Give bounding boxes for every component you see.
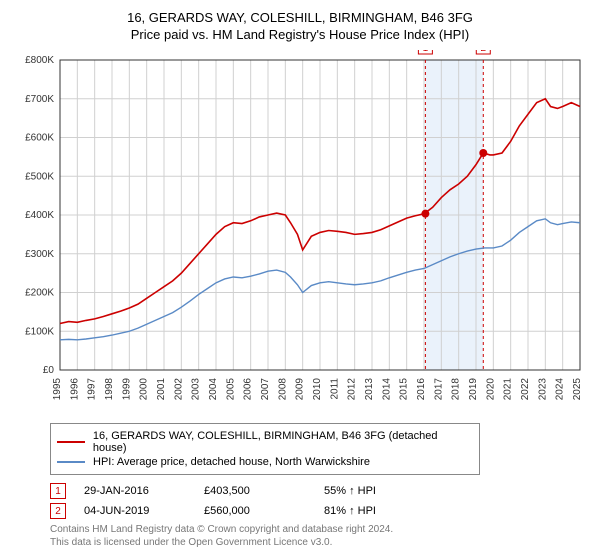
svg-text:2021: 2021 [503,378,514,401]
title-block: 16, GERARDS WAY, COLESHILL, BIRMINGHAM, … [10,10,590,42]
event-price-2: £560,000 [204,505,324,517]
legend-label-hpi: HPI: Average price, detached house, Nort… [93,456,370,468]
svg-text:2022: 2022 [520,378,531,401]
svg-text:2025: 2025 [572,378,583,401]
svg-text:2002: 2002 [173,378,184,401]
chart-svg: £0 £100K £200K £300K £400K £500K £600K £700K £80… [10,50,590,415]
event-badge-2: 2 [50,503,66,519]
svg-text:2: 2 [480,50,486,54]
svg-text:2012: 2012 [347,378,358,401]
svg-text:£400K: £400K [25,210,54,221]
svg-text:2019: 2019 [468,378,479,401]
svg-text:2006: 2006 [243,378,254,401]
event-table: 1 29-JAN-2016 £403,500 55% ↑ HPI 2 04-JU… [50,483,590,519]
svg-text:2015: 2015 [399,378,410,401]
event-date-1: 29-JAN-2016 [84,485,204,497]
svg-text:1997: 1997 [87,378,98,401]
legend: 16, GERARDS WAY, COLESHILL, BIRMINGHAM, … [50,423,480,475]
footnote-line1: Contains HM Land Registry data © Crown c… [50,523,590,536]
svg-text:1999: 1999 [121,378,132,401]
svg-text:2018: 2018 [451,378,462,401]
svg-text:2007: 2007 [260,378,271,401]
svg-text:1998: 1998 [104,378,115,401]
svg-text:2017: 2017 [433,378,444,401]
svg-text:2016: 2016 [416,378,427,401]
event-row-1: 1 29-JAN-2016 £403,500 55% ↑ HPI [50,483,590,499]
svg-text:2005: 2005 [225,378,236,401]
svg-text:1996: 1996 [69,378,80,401]
svg-text:£200K: £200K [25,288,54,299]
svg-text:2013: 2013 [364,378,375,401]
footnote: Contains HM Land Registry data © Crown c… [50,523,590,549]
event-price-1: £403,500 [204,485,324,497]
event-delta-1: 55% ↑ HPI [324,485,444,497]
svg-text:£700K: £700K [25,94,54,105]
svg-text:2010: 2010 [312,378,323,401]
event-row-2: 2 04-JUN-2019 £560,000 81% ↑ HPI [50,503,590,519]
svg-text:2009: 2009 [295,378,306,401]
svg-text:2003: 2003 [191,378,202,401]
svg-text:2024: 2024 [555,378,566,401]
svg-text:2020: 2020 [485,378,496,401]
svg-text:£500K: £500K [25,171,54,182]
title-address: 16, GERARDS WAY, COLESHILL, BIRMINGHAM, … [10,10,590,25]
svg-text:£600K: £600K [25,133,54,144]
svg-text:£300K: £300K [25,249,54,260]
event-delta-2: 81% ↑ HPI [324,505,444,517]
title-subtitle: Price paid vs. HM Land Registry's House … [10,27,590,42]
svg-text:£800K: £800K [25,55,54,66]
svg-text:1995: 1995 [52,378,63,401]
legend-swatch-price [57,441,85,443]
legend-row-hpi: HPI: Average price, detached house, Nort… [57,456,473,468]
svg-text:2008: 2008 [277,378,288,401]
event-date-2: 04-JUN-2019 [84,505,204,517]
svg-text:2023: 2023 [537,378,548,401]
svg-text:2014: 2014 [381,378,392,401]
svg-text:2000: 2000 [139,378,150,401]
svg-text:2011: 2011 [329,378,340,400]
legend-row-price: 16, GERARDS WAY, COLESHILL, BIRMINGHAM, … [57,430,473,454]
svg-text:2004: 2004 [208,378,219,401]
event-badge-1: 1 [50,483,66,499]
svg-text:1: 1 [423,50,429,54]
legend-swatch-hpi [57,461,85,463]
price-chart: £0 £100K £200K £300K £400K £500K £600K £700K £80… [10,50,590,415]
legend-label-price: 16, GERARDS WAY, COLESHILL, BIRMINGHAM, … [93,430,473,454]
svg-text:2001: 2001 [156,378,167,401]
svg-text:£100K: £100K [25,326,54,337]
svg-text:£0: £0 [43,365,55,376]
footnote-line2: This data is licensed under the Open Gov… [50,536,590,549]
